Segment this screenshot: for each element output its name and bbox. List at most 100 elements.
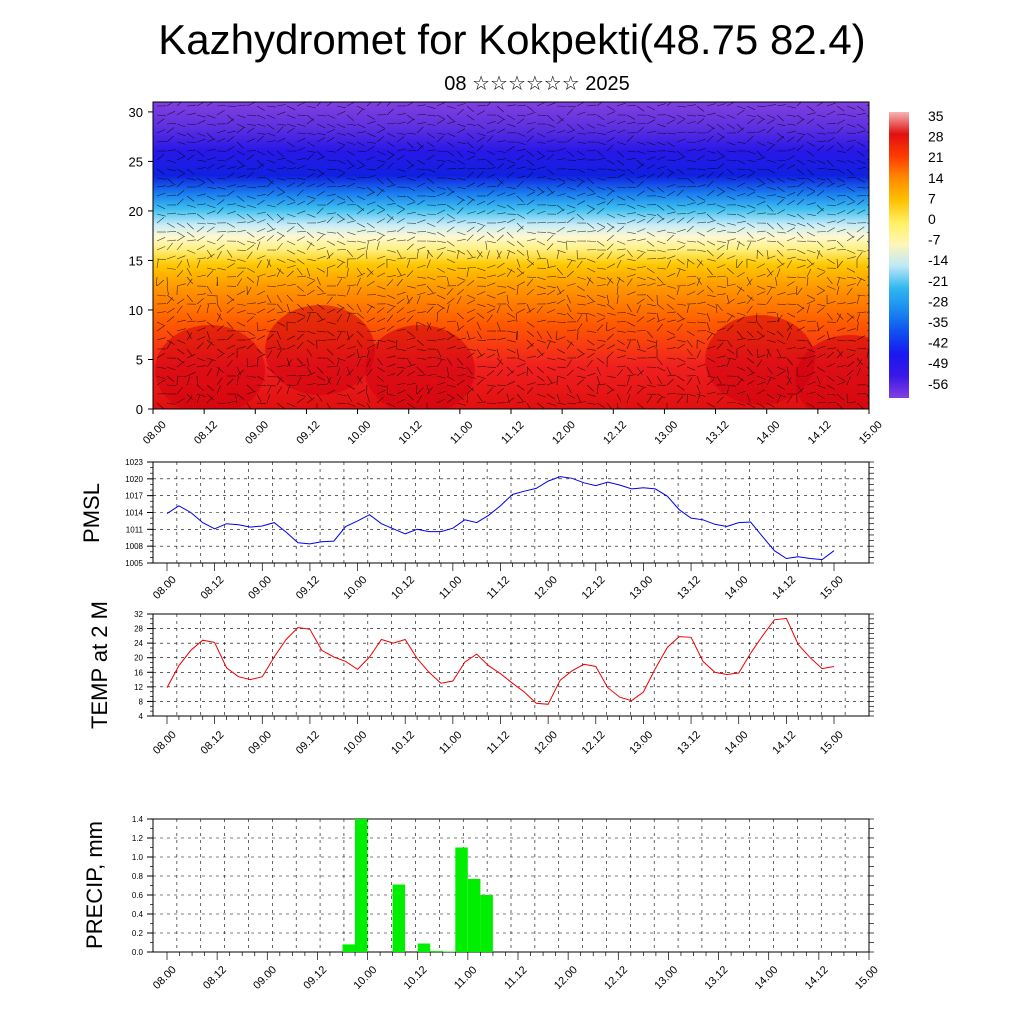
y-tick-label: 1023 <box>125 458 143 467</box>
wind-barb <box>786 130 796 134</box>
wind-barb <box>306 357 310 367</box>
wind-barb <box>456 379 465 386</box>
wind-barb <box>306 397 315 404</box>
wind-barb <box>516 222 524 230</box>
wind-barb <box>576 276 586 280</box>
wind-barb <box>646 345 656 350</box>
wind-barb <box>316 234 324 242</box>
wind-barb <box>816 190 825 197</box>
wind-barb <box>366 270 374 278</box>
wind-barb <box>256 402 267 405</box>
wind-barb <box>446 114 454 122</box>
wind-barb <box>286 357 291 367</box>
wind-barb <box>246 240 256 244</box>
wind-barb <box>536 166 546 170</box>
wind-barb <box>476 200 486 206</box>
wind-barb <box>436 390 446 395</box>
wind-barb <box>516 249 525 256</box>
wind-barb <box>856 367 861 377</box>
wind-barb <box>746 305 753 314</box>
wind-barb <box>326 159 337 161</box>
wind-barb <box>356 303 362 313</box>
wind-barb <box>546 393 555 400</box>
wind-barb <box>426 249 433 258</box>
wind-barb <box>866 302 869 305</box>
wind-barb <box>376 209 386 215</box>
wind-barb <box>806 105 815 112</box>
x-tick-label: 14.12 <box>806 419 834 447</box>
wind-barb <box>166 168 176 172</box>
wind-barb <box>706 285 714 293</box>
wind-barb <box>486 303 496 308</box>
wind-barb <box>816 271 825 278</box>
wind-barb <box>196 203 206 206</box>
wind-barb <box>556 249 566 254</box>
wind-barb <box>376 294 386 298</box>
x-tick-label: 12.12 <box>580 729 608 757</box>
wind-barb <box>596 344 605 350</box>
wind-barb <box>166 135 174 143</box>
wind-barb <box>836 228 846 233</box>
y-axis-label: TEMP at 2 M <box>87 601 112 729</box>
wind-barb <box>496 387 505 395</box>
wind-barb <box>806 381 816 386</box>
wind-barb <box>826 347 836 350</box>
wind-barb <box>286 105 296 111</box>
wind-barb <box>486 200 495 206</box>
wind-barb <box>536 155 546 161</box>
wind-barb <box>486 120 496 125</box>
wind-barb <box>666 319 676 323</box>
wind-barb <box>576 123 585 130</box>
wind-barb <box>726 357 736 360</box>
wind-barb <box>696 364 706 368</box>
wind-barb <box>626 177 635 184</box>
wind-barb <box>286 226 295 233</box>
wind-barb <box>616 226 625 233</box>
wind-barb <box>586 149 596 152</box>
wind-barb <box>246 375 256 378</box>
wind-barb <box>376 339 386 343</box>
wind-barb <box>736 241 740 251</box>
wind-barb <box>626 238 636 242</box>
wind-barb <box>436 357 446 361</box>
wind-barb <box>796 177 807 180</box>
wind-barb <box>476 276 486 279</box>
wind-barb <box>806 360 814 368</box>
wind-barb <box>226 154 235 161</box>
wind-barb <box>606 159 616 165</box>
wind-barb <box>776 262 785 269</box>
wind-barb <box>326 376 332 386</box>
wind-barb <box>636 266 646 269</box>
wind-barb <box>596 357 605 364</box>
wind-barb <box>386 373 396 377</box>
wind-barb <box>316 276 321 286</box>
wind-barb <box>596 123 606 127</box>
wind-barb <box>496 162 505 170</box>
wind-barb <box>836 393 844 401</box>
x-tick-label: 13.00 <box>652 964 680 992</box>
wind-barb <box>626 212 636 215</box>
wind-barb <box>636 105 645 112</box>
wind-barb <box>496 273 506 278</box>
wind-barb <box>646 217 655 224</box>
wind-barb <box>646 119 656 125</box>
y-tick-label: 25 <box>129 154 143 169</box>
wind-barb <box>256 236 265 242</box>
wind-barb <box>616 129 626 134</box>
wind-barb <box>606 243 614 251</box>
wind-barb <box>576 285 585 292</box>
wind-barb <box>196 213 205 220</box>
wind-barb <box>266 222 274 230</box>
wind-barb <box>766 114 776 119</box>
wind-barb <box>166 242 173 251</box>
wind-barb <box>356 240 366 244</box>
wind-barb <box>686 259 689 269</box>
x-tick-label: 12.00 <box>532 574 560 602</box>
wind-barb <box>356 272 366 278</box>
wind-barb <box>586 339 595 346</box>
wind-barb <box>676 339 686 343</box>
wind-barb <box>416 295 421 305</box>
wind-barb <box>606 351 614 359</box>
wind-barb <box>726 315 734 323</box>
y-tick-label: 0.8 <box>132 872 144 881</box>
